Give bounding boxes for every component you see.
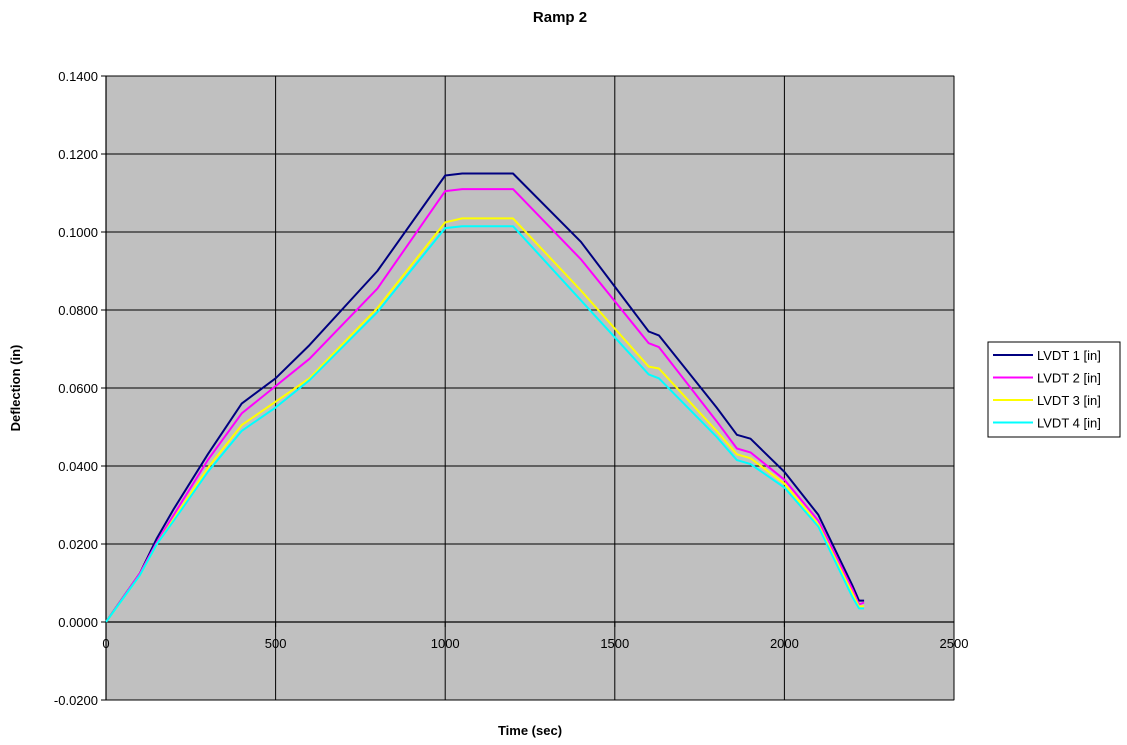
x-tick-label: 0	[102, 636, 109, 651]
x-tick-label: 1000	[431, 636, 460, 651]
legend-box	[987, 341, 1121, 438]
series-line-3	[105, 217, 865, 623]
legend-label: LVDT 1 [in]	[1037, 348, 1101, 363]
x-tick-label: 1500	[600, 636, 629, 651]
x-tick-label: 2000	[770, 636, 799, 651]
y-tick-label: 0.0200	[58, 537, 98, 552]
series-line-1	[105, 172, 865, 623]
x-axis-title: Time (sec)	[498, 723, 562, 738]
y-tick-label: 0.1400	[58, 69, 98, 84]
y-tick-label: 0.0600	[58, 381, 98, 396]
legend-label: LVDT 3 [in]	[1037, 393, 1101, 408]
y-tick-label: 0.0800	[58, 303, 98, 318]
y-tick-label: 0.0400	[58, 459, 98, 474]
y-tick-label: 0.1000	[58, 225, 98, 240]
series-group	[105, 172, 865, 623]
chart-title: Ramp 2	[533, 9, 587, 26]
y-axis-ticks: -0.0200 0.0000 0.0200 0.0400 0.0600 0.0800 0.1…	[54, 69, 106, 708]
x-tick-label: 500	[265, 636, 287, 651]
y-tick-label: 0.0000	[58, 615, 98, 630]
series-line-4	[105, 225, 865, 623]
legend-label: LVDT 2 [in]	[1037, 371, 1101, 386]
y-tick-label: -0.0200	[54, 693, 98, 708]
y-tick-label: 0.1200	[58, 147, 98, 162]
x-tick-label: 2500	[940, 636, 969, 651]
legend-label: LVDT 4 [in]	[1037, 416, 1101, 431]
y-axis-title: Deflection (in)	[8, 345, 23, 432]
x-axis-ticks: 0 500 1000 1500 2000 2500	[102, 622, 968, 651]
series-line-2	[105, 188, 865, 623]
legend: LVDT 1 [in] LVDT 2 [in] LVDT 3 [in] LVDT 4 …	[987, 341, 1121, 438]
